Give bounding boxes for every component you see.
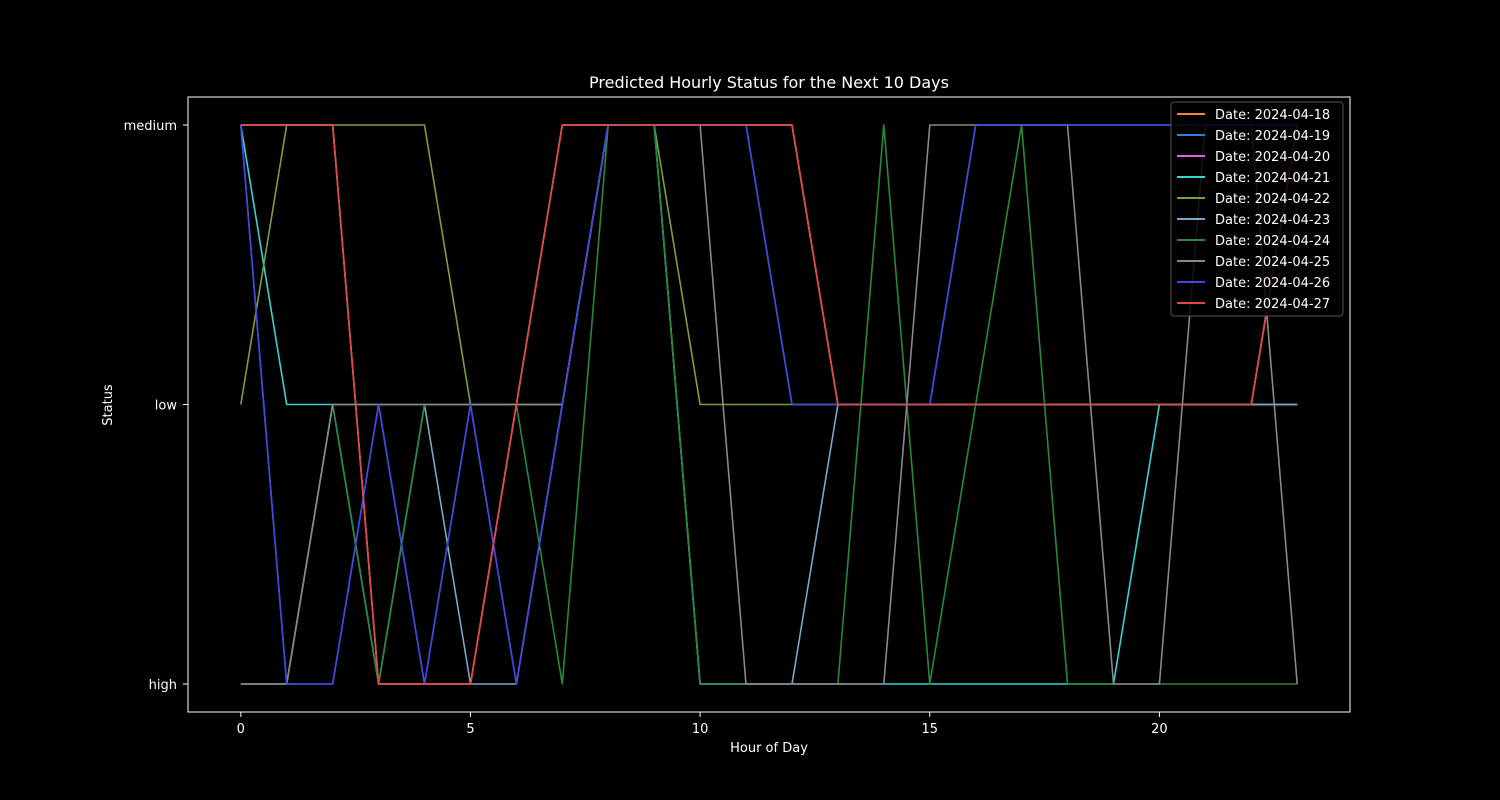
x-tick-label: 20 (1151, 722, 1168, 737)
series-line-8 (240, 124, 1298, 685)
legend-label: Date: 2024-04-19 (1215, 129, 1330, 144)
legend-box (1170, 101, 1344, 317)
legend-label: Date: 2024-04-27 (1215, 297, 1330, 312)
legend-label: Date: 2024-04-22 (1215, 192, 1330, 207)
x-tick-label: 15 (921, 722, 938, 737)
legend: Date: 2024-04-18 Date: 2024-04-19 Date: 20… (1170, 101, 1344, 317)
legend-label: Date: 2024-04-20 (1215, 150, 1330, 165)
y-axis-label: Status (101, 384, 116, 426)
legend-label: Date: 2024-04-26 (1215, 276, 1330, 291)
y-axis: high low medium (124, 119, 188, 693)
series-line-10 (240, 124, 1298, 685)
legend-label: Date: 2024-04-25 (1215, 255, 1330, 270)
series-line-9 (240, 124, 1298, 685)
y-tick-label: medium (124, 119, 177, 134)
legend-label: Date: 2024-04-21 (1215, 171, 1330, 186)
chart-title: Predicted Hourly Status for the Next 10 … (589, 73, 949, 92)
x-tick-label: 5 (466, 722, 474, 737)
legend-label: Date: 2024-04-24 (1215, 234, 1330, 249)
series-layer (240, 124, 1298, 685)
x-tick-label: 0 (237, 722, 245, 737)
legend-label: Date: 2024-04-18 (1215, 108, 1330, 123)
x-axis: 0 5 10 15 20 (237, 712, 1168, 737)
x-axis-label: Hour of Day (730, 741, 808, 756)
y-tick-label: high (149, 678, 177, 693)
x-tick-label: 10 (692, 722, 709, 737)
y-tick-label: low (155, 399, 178, 414)
legend-label: Date: 2024-04-23 (1215, 213, 1330, 228)
